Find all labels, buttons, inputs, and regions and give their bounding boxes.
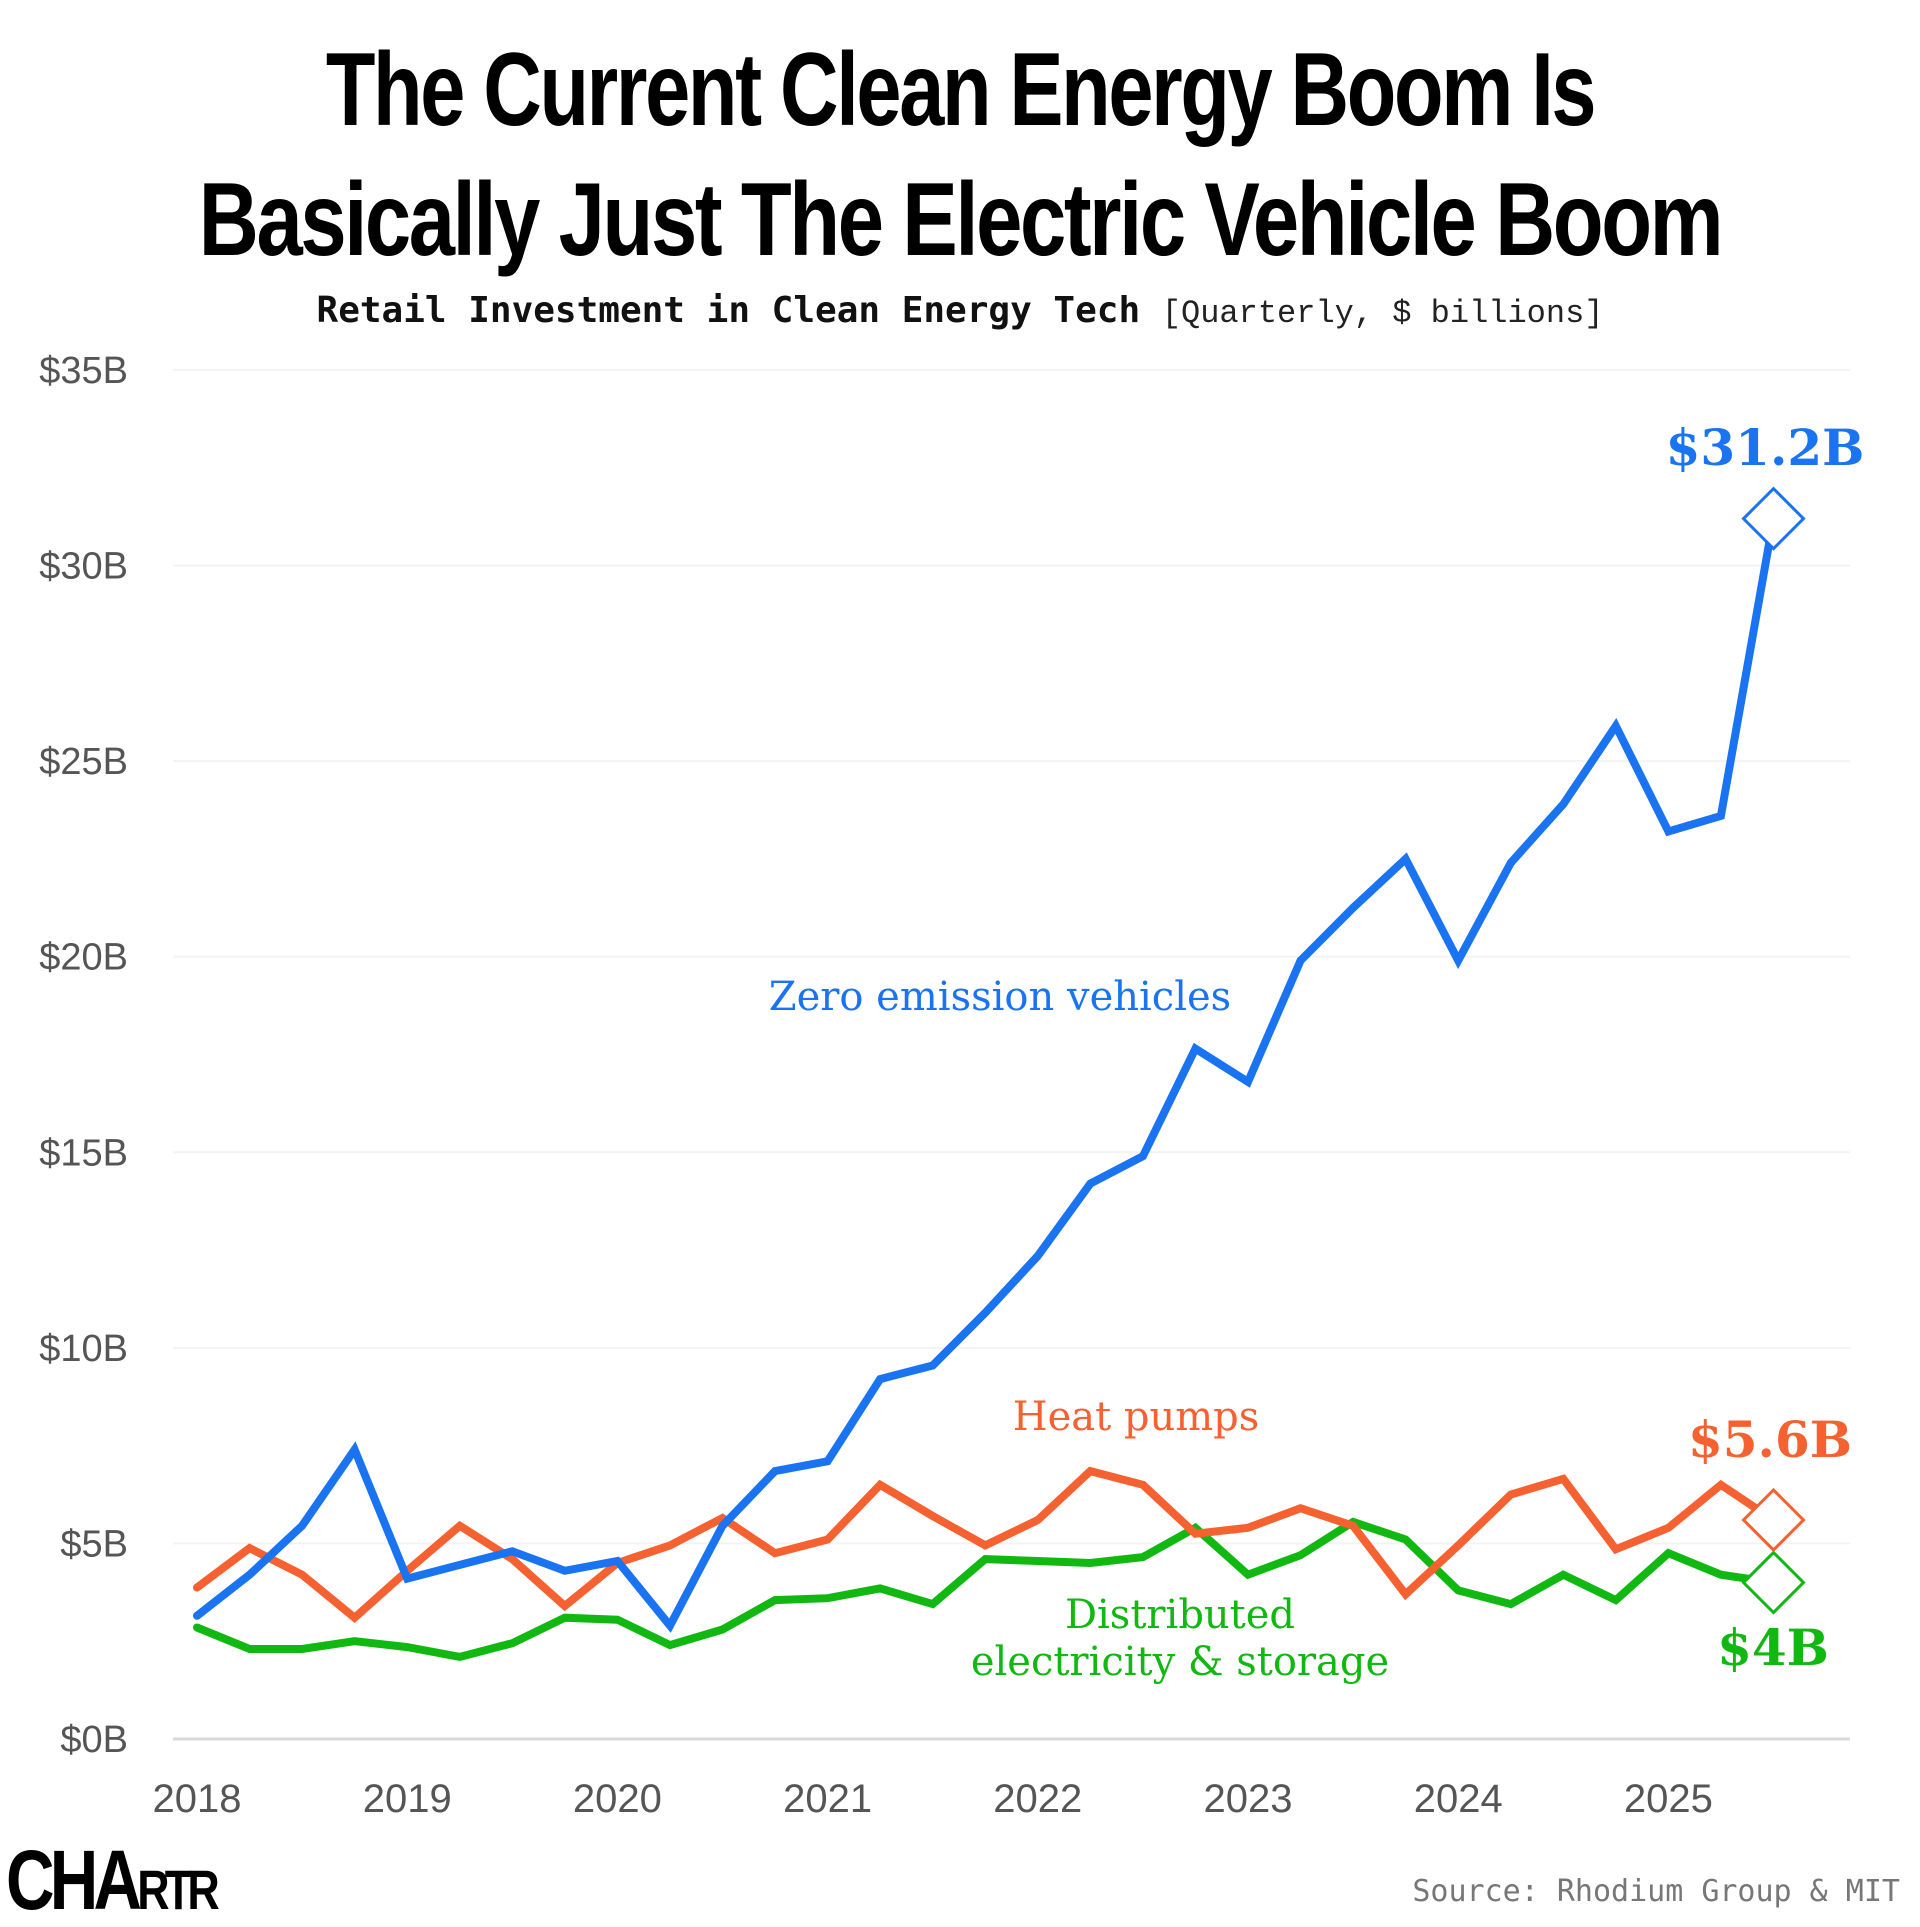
end-label-zero-emission-vehicles: $31.2B <box>1666 418 1865 477</box>
end-label-distributed: $4B <box>1717 1618 1829 1677</box>
x-tick-label: 2019 <box>363 1777 452 1821</box>
label-heat-pumps: Heat pumps <box>1013 1394 1260 1440</box>
series-labels: Zero emission vehicles Heat pumps Distri… <box>769 418 1865 1685</box>
end-label-heat-pumps: $5.6B <box>1688 1410 1852 1469</box>
chartr-logo: CHARTR <box>6 1838 215 1922</box>
label-distributed-line-2: electricity & storage <box>971 1639 1389 1685</box>
source-note: Source: Rhodium Group & MIT <box>1412 1874 1900 1909</box>
end-diamond-marker <box>1744 489 1804 549</box>
end-diamond-marker <box>1744 1553 1804 1613</box>
x-tick-label: 2020 <box>573 1777 662 1821</box>
y-tick-label: $35B <box>39 350 128 392</box>
x-axis-ticks: 2018 2019 2020 2021 2022 2023 2024 2025 <box>153 1777 1713 1821</box>
y-tick-label: $15B <box>39 1132 128 1174</box>
label-distributed-line-1: Distributed <box>1065 1592 1295 1638</box>
y-tick-label: $5B <box>60 1523 128 1565</box>
y-tick-label: $25B <box>39 741 128 783</box>
logo-text-large: CHA <box>6 1833 137 1927</box>
logo-text-small: RTR <box>137 1858 215 1921</box>
series-lines <box>197 519 1774 1657</box>
x-tick-label: 2023 <box>1204 1777 1293 1821</box>
y-tick-label: $30B <box>39 546 128 588</box>
y-tick-label: $10B <box>39 1328 128 1370</box>
y-tick-label: $20B <box>39 937 128 979</box>
end-diamond-marker <box>1744 1490 1804 1550</box>
y-tick-label: $0B <box>60 1719 128 1761</box>
x-tick-label: 2018 <box>153 1777 242 1821</box>
x-tick-label: 2022 <box>993 1777 1082 1821</box>
x-tick-label: 2025 <box>1624 1777 1713 1821</box>
y-axis-ticks: $0B $5B $10B $15B $20B $25B $30B $35B <box>39 350 128 1761</box>
x-tick-label: 2021 <box>783 1777 872 1821</box>
series-line-zero-emission-vehicles <box>197 519 1774 1626</box>
x-tick-label: 2024 <box>1414 1777 1503 1821</box>
label-zero-emission-vehicles: Zero emission vehicles <box>769 974 1231 1020</box>
